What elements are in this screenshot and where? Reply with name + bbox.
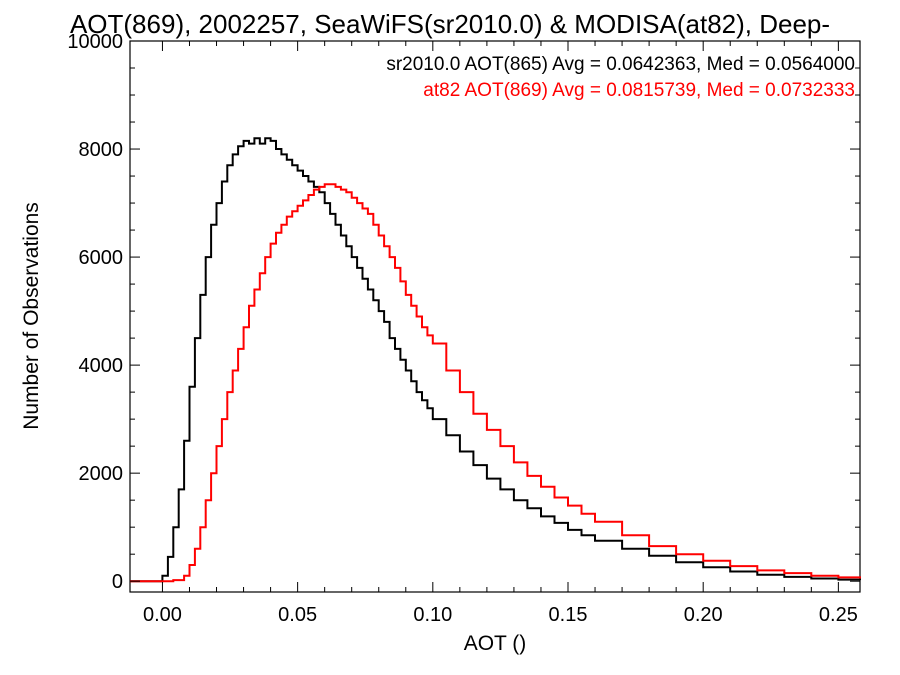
- x-tick-label: 0.10: [413, 604, 452, 626]
- y-tick-label: 0: [112, 571, 123, 593]
- series-line-1: [130, 183, 861, 583]
- x-tick-label: 0.00: [143, 604, 182, 626]
- y-tick-label: 2000: [79, 463, 124, 485]
- series-layer: [130, 137, 861, 583]
- axis-ticks: 0.00 0.05 0.10 0.15 0.20 0.25 0 2000 4000 6000 800…: [67, 31, 860, 626]
- x-tick-label: 0.25: [819, 604, 858, 626]
- y-tick-label: 4000: [79, 355, 124, 377]
- y-tick-label: 6000: [79, 247, 124, 269]
- x-tick-label: 0.20: [684, 604, 723, 626]
- x-tick-label: 0.15: [549, 604, 588, 626]
- chart-title: AOT(869), 2002257, SeaWiFS(sr2010.0) & M…: [70, 9, 830, 39]
- series-line-0: [130, 137, 861, 583]
- annotation-at82: at82 AOT(869) Avg = 0.0815739, Med = 0.0…: [423, 80, 855, 101]
- y-tick-label: 8000: [79, 139, 124, 161]
- y-axis-label: Number of Observations: [20, 202, 43, 430]
- plot-frame: [129, 40, 861, 593]
- x-tick-label: 0.05: [278, 604, 317, 626]
- annotation-sr2010: sr2010.0 AOT(865) Avg = 0.0642363, Med =…: [386, 54, 855, 75]
- x-axis-label: AOT (): [464, 632, 527, 655]
- y-tick-label: 10000: [67, 31, 123, 53]
